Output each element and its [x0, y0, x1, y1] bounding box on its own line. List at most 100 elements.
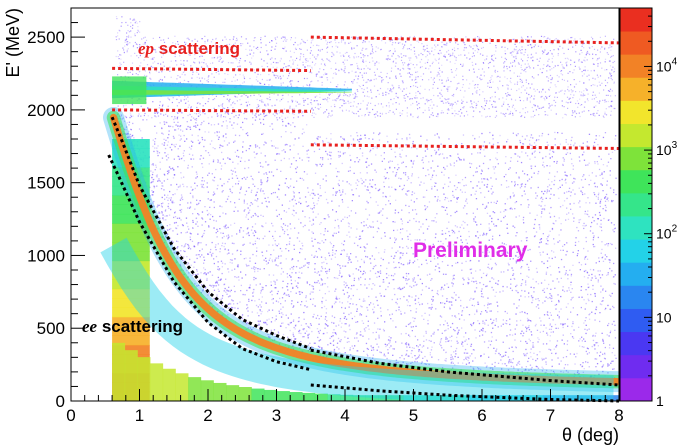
scatter-point — [271, 321, 272, 322]
scatter-point — [309, 334, 310, 335]
scatter-point — [182, 199, 183, 200]
scatter-point — [265, 161, 266, 162]
scatter-point — [279, 199, 280, 200]
scatter-point — [597, 223, 598, 224]
scatter-point — [218, 280, 219, 281]
scatter-point — [537, 354, 538, 355]
scatter-point — [464, 352, 465, 353]
scatter-point — [157, 205, 158, 206]
scatter-point — [480, 192, 481, 193]
scatter-point — [434, 332, 435, 333]
scatter-point — [520, 333, 521, 334]
scatter-point — [357, 185, 358, 186]
scatter-point — [320, 187, 321, 188]
scatter-point — [202, 211, 203, 212]
scatter-point — [400, 298, 401, 299]
scatter-point — [336, 211, 337, 212]
scatter-point — [408, 295, 409, 296]
scatter-point — [248, 299, 249, 300]
scatter-point — [547, 244, 548, 245]
scatter-point — [363, 221, 364, 222]
scatter-point — [409, 347, 410, 348]
scatter-point — [547, 288, 548, 289]
scatter-point — [341, 339, 342, 340]
scatter-point — [266, 261, 267, 262]
scatter-point — [507, 269, 508, 270]
scatter-point — [508, 264, 509, 265]
scatter-point — [273, 238, 274, 239]
scatter-point — [488, 191, 489, 192]
scatter-point — [313, 219, 314, 220]
scatter-point — [261, 153, 262, 154]
scatter-point — [404, 358, 405, 359]
scatter-point — [362, 274, 363, 275]
scatter-point — [299, 317, 300, 318]
scatter-point — [216, 220, 217, 221]
scatter-point — [429, 314, 430, 315]
scatter-point — [468, 277, 469, 278]
scatter-point — [158, 115, 159, 116]
scatter-point — [539, 317, 540, 318]
scatter-point — [610, 331, 611, 332]
scatter-point — [542, 133, 543, 134]
scatter-point — [507, 228, 508, 229]
scatter-point — [311, 285, 312, 286]
scatter-point — [313, 288, 314, 289]
scatter-point — [569, 290, 570, 291]
scatter-point — [254, 186, 255, 187]
scatter-point — [237, 264, 238, 265]
scatter-point — [601, 159, 602, 160]
scatter-point — [350, 303, 351, 304]
scatter-point — [515, 184, 516, 185]
scatter-point — [284, 151, 285, 152]
scatter-point — [471, 194, 472, 195]
scatter-point — [455, 356, 456, 357]
scatter-point — [300, 248, 301, 249]
scatter-point — [315, 282, 316, 283]
scatter-point — [247, 322, 248, 323]
scatter-point — [256, 116, 257, 117]
scatter-point — [239, 192, 240, 193]
scatter-point — [204, 230, 205, 231]
scatter-point — [156, 148, 157, 149]
scatter-point — [277, 245, 278, 246]
scatter-point — [318, 213, 319, 214]
scatter-point — [246, 304, 247, 305]
scatter-point — [340, 268, 341, 269]
scatter-point — [503, 271, 504, 272]
scatter-point — [276, 153, 277, 154]
scatter-point — [356, 334, 357, 335]
scatter-point — [416, 285, 417, 286]
scatter-point — [386, 218, 387, 219]
scatter-point — [380, 210, 381, 211]
scatter-point — [346, 319, 347, 320]
scatter-point — [528, 277, 529, 278]
scatter-point — [520, 142, 521, 143]
scatter-point — [331, 201, 332, 202]
scatter-point — [240, 161, 241, 162]
scatter-point — [255, 200, 256, 201]
scatter-point — [209, 292, 210, 293]
scatter-point — [305, 297, 306, 298]
scatter-point — [281, 312, 282, 313]
scatter-point — [463, 359, 464, 360]
scatter-point — [187, 226, 188, 227]
scatter-point — [172, 230, 173, 231]
scatter-point — [346, 285, 347, 286]
scatter-point — [416, 311, 417, 312]
scatter-point — [152, 146, 153, 147]
scatter-point — [478, 304, 479, 305]
scatter-point — [516, 320, 517, 321]
scatter-point — [383, 182, 384, 183]
scatter-point — [394, 152, 395, 153]
scatter-point — [293, 215, 294, 216]
scatter-point — [585, 202, 586, 203]
scatter-point — [339, 190, 340, 191]
scatter-point — [230, 259, 231, 260]
scatter-point — [377, 205, 378, 206]
scatter-point — [290, 322, 291, 323]
scatter-point — [228, 114, 229, 115]
scatter-point — [269, 171, 270, 172]
scatter-point — [402, 253, 403, 254]
scatter-point — [384, 330, 385, 331]
